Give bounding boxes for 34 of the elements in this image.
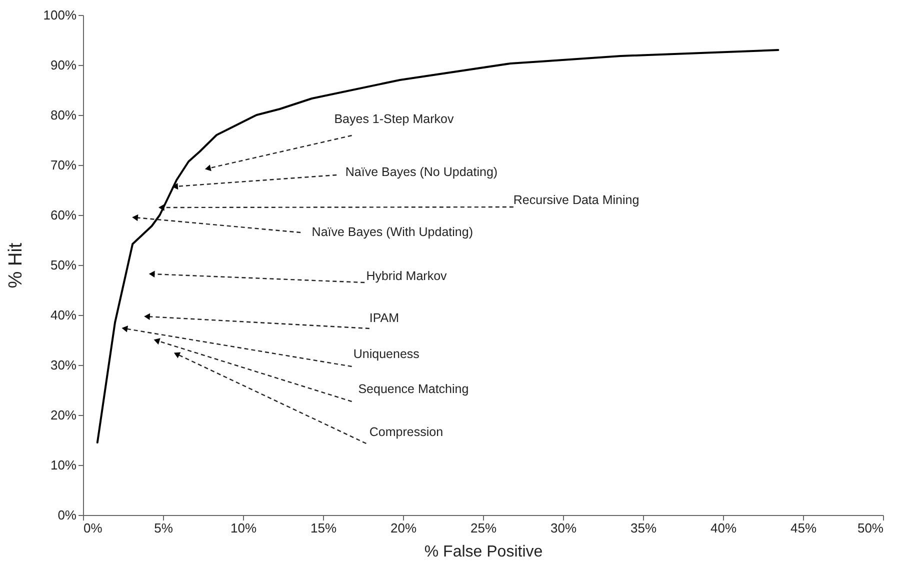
x-tick-label: 0% (84, 520, 103, 536)
y-tick-label: 30% (50, 358, 77, 372)
annotation: Naïve Bayes (No Updating) (345, 165, 498, 179)
y-tick-label: 100% (43, 8, 77, 22)
annotation: Uniqueness (353, 347, 420, 361)
x-tick-label: 45% (790, 520, 817, 536)
annotation: Naïve Bayes (With Updating) (312, 225, 473, 239)
x-tick-label: 50% (857, 520, 884, 536)
x-axis-title: % False Positive (424, 544, 543, 560)
y-axis-title: % Hit (5, 242, 26, 288)
y-tick-label: 40% (50, 308, 77, 322)
line-series (96, 49, 780, 444)
x-tick-label: 35% (630, 520, 657, 536)
x-tick-label: 10% (230, 520, 257, 536)
x-tick-label: 15% (310, 520, 337, 536)
x-tick-label: 20% (390, 520, 417, 536)
x-tick-label: 25% (470, 520, 497, 536)
x-tick-label: 5% (154, 520, 174, 536)
annotation: Recursive Data Mining (513, 193, 640, 207)
y-tick-label: 20% (50, 408, 77, 422)
annotation: Compression (369, 425, 444, 439)
x-tick-label: 30% (550, 520, 577, 536)
annotation: Hybrid Markov (366, 269, 448, 283)
y-tick-label: 60% (50, 208, 77, 222)
x-tick-label: 40% (710, 520, 737, 536)
y-tick-label: 10% (50, 458, 77, 472)
annotation: IPAM (369, 311, 400, 325)
annotation: Bayes 1-Step Markov (334, 112, 454, 126)
y-tick-label: 90% (50, 58, 77, 72)
y-tick-label: 0% (58, 508, 77, 522)
y-tick-label: 80% (50, 108, 77, 122)
annotation: Sequence Matching (358, 382, 469, 396)
y-tick-label: 70% (50, 158, 77, 172)
y-tick-label: 50% (50, 258, 77, 272)
